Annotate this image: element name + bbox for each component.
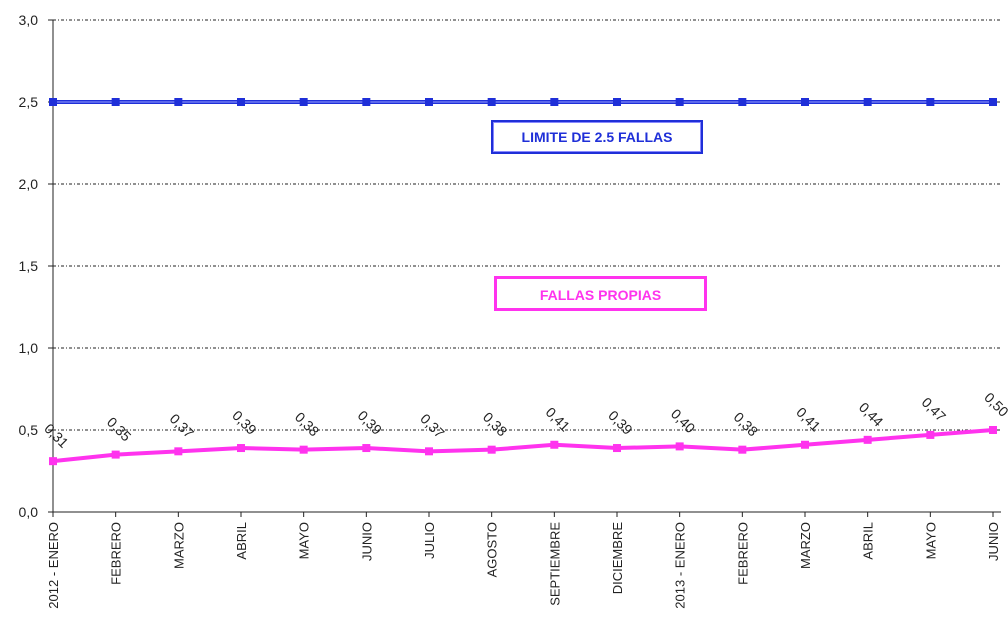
data-label: 0,38 [480, 409, 511, 440]
limit-series-marker [111, 98, 120, 106]
y-tick-label: 2,0 [19, 176, 39, 192]
data-label: 0,44 [856, 399, 887, 430]
limit-series-marker [926, 98, 935, 106]
own-failures-series-marker [550, 440, 559, 449]
own-failures-series-label: FALLAS PROPIAS [494, 276, 707, 311]
own-failures-series-marker [863, 435, 872, 444]
y-tick-label: 1,0 [19, 340, 39, 356]
limit-series-marker [801, 98, 809, 106]
x-tick-labels: 2012 - ENERO FEBRERO MARZO ABRIL MAYO JUNIO JU… [46, 522, 1001, 609]
limit-series-marker [49, 98, 57, 106]
data-label: 0,39 [605, 407, 636, 438]
own-failures-series-marker [989, 426, 997, 434]
data-label: 0,39 [229, 407, 260, 438]
own-failures-series-marker [111, 450, 120, 459]
own-failures-series-marker [49, 457, 57, 466]
limit-series-marker [174, 98, 183, 106]
limit-series-marker [675, 98, 684, 106]
y-tick-label: 2,5 [19, 94, 39, 110]
limit-series-marker [425, 98, 433, 106]
limit-series-marker [613, 98, 621, 106]
x-tick-label: MARZO [798, 522, 813, 569]
data-label: 0,39 [355, 407, 386, 438]
y-tick-label: 0,5 [19, 422, 39, 438]
data-label: 0,35 [104, 414, 135, 445]
x-tick-label: JULIO [422, 522, 437, 559]
data-label: 0,37 [167, 410, 198, 441]
grid-lines [53, 19, 1001, 431]
x-tick-label: MARZO [171, 522, 186, 569]
limit-series-marker [738, 98, 747, 106]
x-tick-label: FEBRERO [735, 522, 750, 585]
limit-series-marker [550, 98, 559, 106]
x-tick-label: ABRIL [234, 522, 249, 560]
y-tick-label: 3,0 [19, 12, 39, 28]
x-tick-label: FEBRERO [109, 522, 124, 585]
y-tick-label: 0,0 [19, 504, 39, 520]
own-failures-series-marker [613, 444, 621, 453]
data-label: 0,38 [731, 409, 762, 440]
data-label: 0,37 [417, 410, 448, 441]
x-tick-label: ABRIL [861, 522, 876, 560]
own-failures-series-marker [237, 444, 245, 453]
own-failures-series-marker [801, 440, 809, 449]
x-tick-label: MAYO [923, 522, 938, 559]
own-failures-series-marker [926, 430, 935, 439]
limit-series-marker [362, 98, 371, 106]
x-tick-label: SEPTIEMBRE [547, 522, 562, 606]
own-failures-series-marker [299, 445, 308, 454]
own-failures-series-marker [425, 447, 433, 456]
own-failures-series-marker [675, 442, 684, 451]
data-label: 0,47 [919, 394, 950, 425]
data-label: 0,50 [981, 389, 1008, 420]
own-failures-series-marker [487, 445, 496, 454]
limit-series-marker [299, 98, 308, 106]
limit-series-marker [487, 98, 496, 106]
data-label: 0,31 [41, 420, 72, 451]
x-tick-label: AGOSTO [485, 522, 500, 577]
x-tick-label: 2013 - ENERO [673, 522, 688, 609]
limit-series-label: LIMITE DE 2.5 FALLAS [491, 120, 703, 154]
own-failures-series-marker [174, 447, 183, 456]
x-tick-label: DICIEMBRE [610, 522, 625, 595]
limit-series-marker [863, 98, 872, 106]
own-failures-series-marker [738, 445, 747, 454]
data-label: 0,38 [292, 409, 323, 440]
y-tick-label: 1,5 [19, 258, 39, 274]
x-tick-label: 2012 - ENERO [46, 522, 61, 609]
x-tick-label: JUNIO [986, 522, 1001, 561]
own-failures-series-line [52, 428, 994, 464]
limit-series-marker [989, 98, 997, 106]
series-group [49, 98, 997, 466]
y-tick-labels: 0,0 0,5 1,0 1,5 2,0 2,5 3,0 [19, 12, 39, 520]
data-label: 0,40 [668, 406, 699, 437]
data-label: 0,41 [543, 404, 574, 435]
x-tick-label: MAYO [297, 522, 312, 559]
x-tick-label: JUNIO [359, 522, 374, 561]
limit-series-marker [237, 98, 245, 106]
own-failures-series-marker [362, 444, 371, 453]
